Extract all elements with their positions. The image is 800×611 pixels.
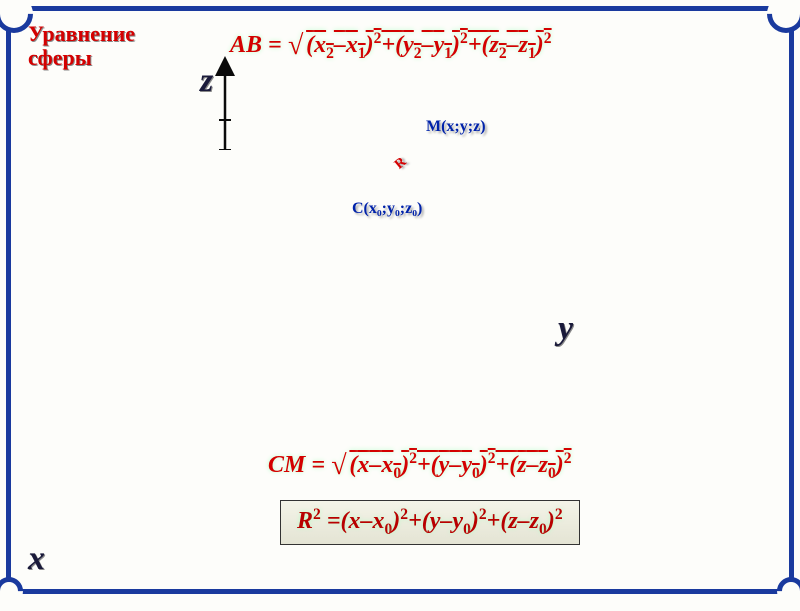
sqrt-icon [331, 452, 346, 478]
cm-lhs: CM = [268, 452, 331, 478]
sqrt-icon [288, 32, 303, 58]
formula-cm: CM = (x–x0)2+(y–y0)2+(z–z0)2 [268, 450, 572, 483]
diagram-stage [0, 0, 300, 150]
sphere-point-m-label: M(x;y;z) [426, 118, 486, 136]
sphere-center-label: C(x₀;y₀;z₀) [352, 200, 422, 218]
ab-lhs: AB = [230, 32, 288, 58]
ab-rhs: (x2–x1)2+(y2–y1)2+(z2–z1)2 [303, 32, 552, 58]
axis-z-label: z [200, 62, 213, 100]
axis-x-label: x [28, 540, 45, 578]
formula-r2-box: R2 =(x–x0)2+(y–y0)2+(z–z0)2 [280, 500, 580, 545]
axis-y-label: y [558, 310, 573, 348]
cm-rhs: (x–x0)2+(y–y0)2+(z–z0)2 [346, 452, 571, 478]
formula-ab: AB = (x2–x1)2+(y2–y1)2+(z2–z1)2 [230, 30, 552, 63]
